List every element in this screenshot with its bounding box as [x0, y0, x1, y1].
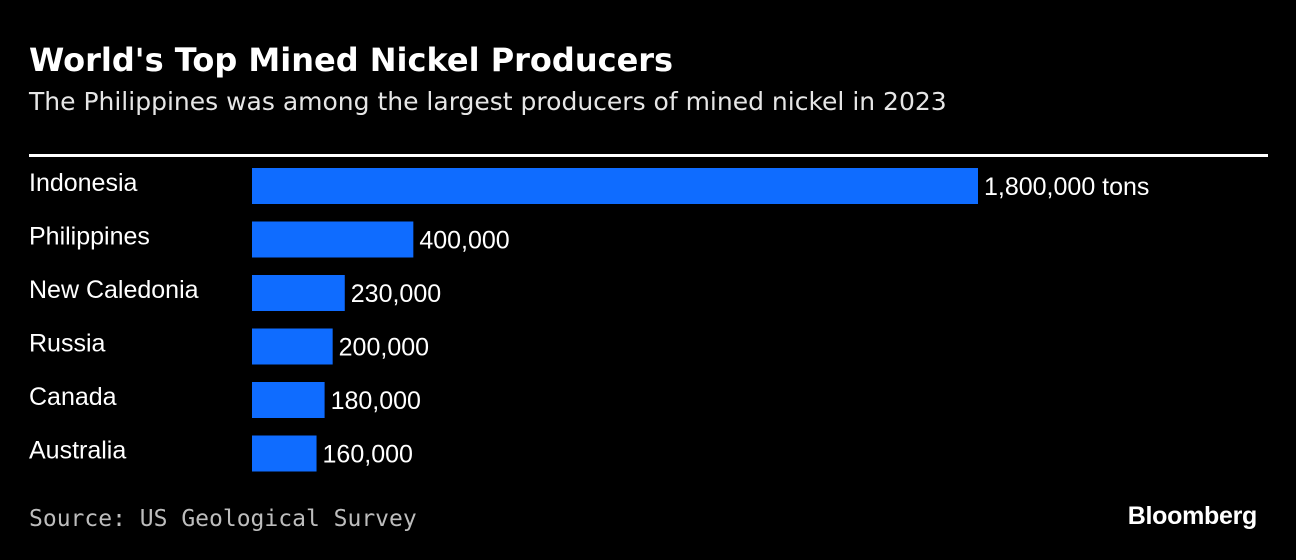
value-label: 180,000 — [331, 387, 421, 415]
bar — [252, 221, 414, 258]
value-label: 230,000 — [351, 280, 441, 308]
bar — [252, 328, 333, 365]
value-label: 1,800,000 tons — [984, 173, 1149, 201]
value-label: 200,000 — [339, 334, 429, 362]
value-label: 400,000 — [419, 227, 509, 255]
category-label: Philippines — [29, 223, 150, 251]
category-label: Indonesia — [29, 169, 138, 197]
bar — [252, 275, 345, 311]
bloomberg-logo: Bloomberg — [1127, 502, 1258, 530]
chart-title: World's Top Mined Nickel Producers — [29, 41, 674, 79]
category-label: New Caledonia — [29, 276, 199, 304]
bar — [252, 435, 317, 472]
header-divider — [29, 154, 1268, 157]
chart-subtitle: The Philippines was among the largest pr… — [29, 87, 947, 116]
source-note: Source: US Geological Survey — [29, 506, 417, 532]
value-label: 160,000 — [323, 441, 413, 469]
bar — [252, 382, 325, 418]
bar — [252, 168, 978, 204]
category-label: Australia — [29, 437, 126, 465]
category-label: Russia — [29, 330, 106, 358]
category-label: Canada — [29, 383, 117, 411]
